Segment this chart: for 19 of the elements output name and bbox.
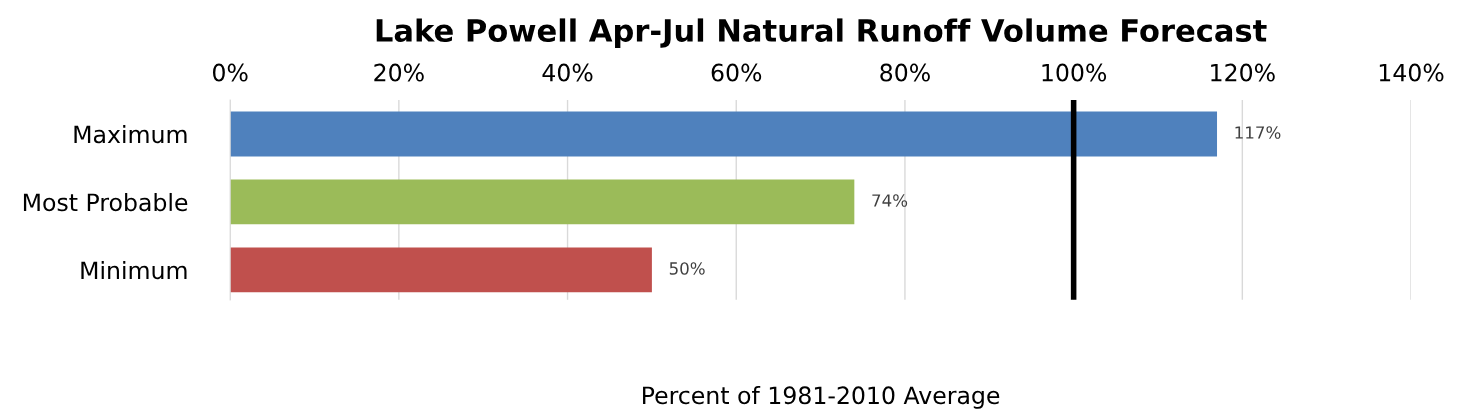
bar — [230, 111, 1218, 157]
x-axis-title: Percent of 1981-2010 Average — [643, 385, 1000, 409]
x-tick-label: 100% — [1042, 63, 1107, 82]
y-tick-label: Minimum — [81, 260, 187, 280]
x-tick-label: 0% — [212, 63, 248, 82]
data-label: 74% — [872, 194, 908, 207]
bar — [230, 179, 855, 225]
x-tick-label: 60% — [711, 63, 762, 82]
bar — [230, 247, 652, 293]
x-tick-label: 80% — [880, 63, 930, 82]
data-label: 117% — [1235, 126, 1281, 139]
x-tick-label: 20% — [374, 63, 424, 82]
x-tick-label: 120% — [1211, 63, 1275, 82]
data-label: 50% — [669, 262, 705, 275]
x-tick-label: 40% — [542, 63, 593, 82]
chart-title: Lake Powell Apr-Jul Natural Runoff Volume Forecast — [376, 18, 1267, 48]
y-tick-label: Most Probable — [23, 192, 188, 212]
y-tick-label: Maximum — [74, 124, 187, 144]
x-tick-label: 140% — [1379, 63, 1444, 82]
